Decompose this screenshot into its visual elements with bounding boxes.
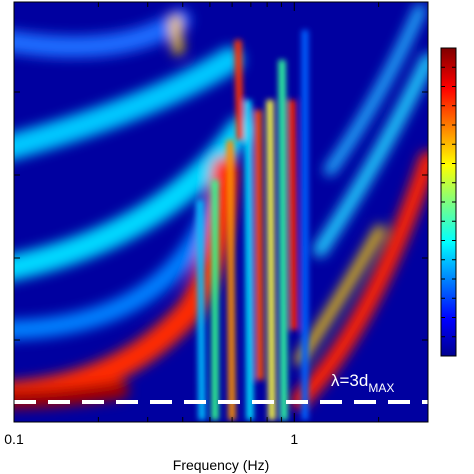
- x-tick-label: 0.1: [4, 431, 24, 447]
- annotation-subscript: MAX: [368, 381, 394, 395]
- x-axis-label: Frequency (Hz): [173, 457, 269, 473]
- plot-frame: [13, 1, 429, 423]
- annotation-text: λ=3d: [331, 371, 368, 390]
- heatmap: [14, 2, 428, 422]
- annotation: λ=3dMAX: [331, 371, 394, 395]
- colorbar: [440, 47, 457, 357]
- y-ticks: [14, 91, 428, 341]
- x-tick-label: 1: [290, 431, 298, 447]
